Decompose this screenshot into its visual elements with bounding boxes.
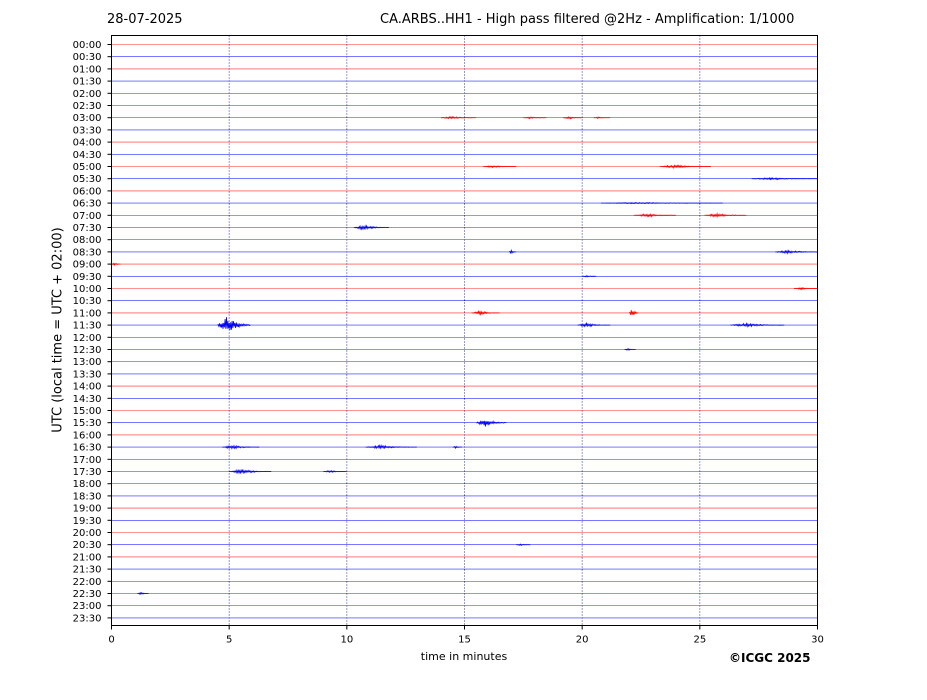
y-tick-label: 05:00 [73, 162, 102, 173]
y-tick-label: 13:30 [73, 369, 102, 380]
seismic-event-0830 [509, 248, 517, 255]
seismic-event-1000 [793, 287, 818, 291]
y-tick-label: 08:00 [73, 235, 102, 246]
y-tick-label: 23:00 [73, 601, 102, 612]
seismic-event-0530 [751, 176, 818, 181]
y-tick-label: 02:30 [73, 101, 102, 112]
y-tick-label: 06:00 [73, 186, 102, 197]
seismic-event-1630 [222, 444, 260, 450]
y-tick-label: 02:00 [73, 89, 102, 100]
y-tick-label: 11:30 [73, 321, 102, 332]
seismic-event-1630 [365, 443, 417, 450]
x-tick-label: 5 [226, 635, 232, 646]
seismic-event-0930 [582, 275, 597, 278]
y-tick-label: 11:00 [73, 308, 102, 319]
y-tick-label: 03:30 [73, 125, 102, 136]
y-tick-label: 04:00 [73, 138, 102, 149]
seismic-event-1130 [217, 317, 251, 331]
chart-title: CA.ARBS..HH1 - High pass filtered @2Hz -… [380, 12, 795, 27]
seismic-event-0700 [704, 212, 747, 218]
y-tick-label: 17:00 [73, 455, 102, 466]
seismic-event-0830 [775, 249, 818, 255]
y-tick-label: 15:30 [73, 418, 102, 429]
grid-layer [228, 35, 701, 626]
x-tick-label: 10 [340, 635, 353, 646]
x-tick-label: 20 [576, 635, 589, 646]
y-tick-label: 03:00 [73, 113, 102, 124]
seismic-event-0300 [523, 116, 547, 120]
seismic-event-1100 [629, 310, 639, 315]
x-tick-label: 0 [108, 635, 114, 646]
copyright-label: ©ICGC 2025 [729, 651, 811, 665]
plot-frame [111, 35, 818, 626]
seismic-event-2230 [137, 591, 149, 596]
y-tick-label: 16:00 [73, 430, 102, 441]
y-tick-label: 01:30 [73, 77, 102, 88]
seismic-event-0300 [593, 116, 610, 120]
y-tick-label: 21:00 [73, 552, 102, 563]
seismic-event-0500 [483, 165, 517, 169]
x-axis-label: time in minutes [420, 650, 508, 663]
seismic-event-1630 [452, 445, 462, 450]
seismic-event-1730 [229, 468, 272, 475]
y-tick-label: 09:00 [73, 260, 102, 271]
y-tick-label: 00:30 [73, 52, 102, 63]
y-tick-label: 01:00 [73, 64, 102, 75]
trace-layer [111, 44, 818, 619]
y-tick-label: 20:30 [73, 540, 102, 551]
y-tick-label: 07:00 [73, 211, 102, 222]
seismic-event-0730 [353, 224, 390, 231]
y-tick-label: 17:30 [73, 467, 102, 478]
y-tick-label: 04:30 [73, 150, 102, 161]
seismic-event-2030 [516, 543, 531, 547]
y-tick-label: 13:00 [73, 357, 102, 368]
y-tick-label: 19:00 [73, 504, 102, 515]
y-tick-label: 08:30 [73, 247, 102, 258]
y-tick-label: 20:00 [73, 528, 102, 539]
y-tick-label: 12:30 [73, 345, 102, 356]
y-tick-label: 09:30 [73, 272, 102, 283]
x-tick-label: 25 [693, 635, 706, 646]
seismic-event-0700 [633, 212, 676, 218]
y-tick-label: 22:00 [73, 577, 102, 588]
seismic-event-0300 [440, 115, 477, 120]
x-tick-layer: 0 5 10 15 20 25 30 [108, 625, 824, 646]
seismic-event-0630 [601, 201, 723, 205]
seismic-event-1100 [471, 309, 500, 316]
y-tick-label: 16:30 [73, 443, 102, 454]
y-tick-label: 10:00 [73, 284, 102, 295]
y-tick-label: 22:30 [73, 589, 102, 600]
y-tick-label: 19:30 [73, 516, 102, 527]
y-tick-label: 10:30 [73, 296, 102, 307]
y-axis-label: UTC (local time = UTC + 02:00) [50, 227, 66, 433]
y-tick-label: 00:00 [73, 40, 102, 51]
seismic-event-0900 [111, 262, 121, 267]
seismic-event-1530 [476, 420, 507, 427]
y-tick-label: 15:00 [73, 406, 102, 417]
y-tick-label: 21:30 [73, 565, 102, 576]
date-label: 28-07-2025 [107, 12, 183, 27]
y-tick-label: 18:00 [73, 479, 102, 490]
seismic-event-1130 [577, 321, 611, 328]
y-tick-label: 23:30 [73, 613, 102, 624]
seismic-event-0300 [563, 115, 582, 120]
y-tick-label: 07:30 [73, 223, 102, 234]
y-tick-label: 12:00 [73, 333, 102, 344]
y-tick-label: 05:30 [73, 174, 102, 185]
y-tick-label: 06:30 [73, 199, 102, 210]
y-tick-label: 14:30 [73, 394, 102, 405]
x-tick-label: 15 [458, 635, 471, 646]
seismic-event-1230 [624, 348, 636, 351]
seismic-event-1730 [323, 469, 347, 474]
seismic-event-1130 [730, 322, 785, 328]
y-tick-label: 18:30 [73, 491, 102, 502]
x-tick-label: 30 [811, 635, 824, 646]
seismic-event-0500 [659, 164, 712, 170]
y-tick-label: 14:00 [73, 382, 102, 393]
